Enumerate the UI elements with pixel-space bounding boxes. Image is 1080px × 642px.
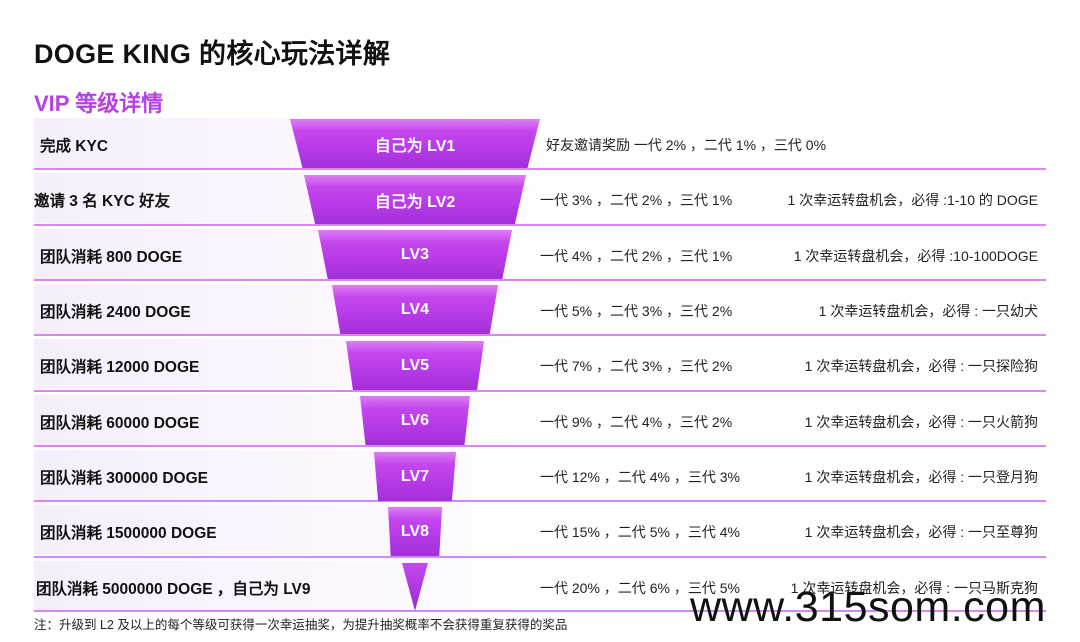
- vip-row-lv1: 完成 KYC 好友邀请奖励 一代 2% ，二代 1% ，三代 0%: [34, 118, 1046, 174]
- row-divider: [34, 334, 1046, 336]
- segment-shine: [360, 396, 470, 408]
- funnel-label: LV6: [400, 411, 430, 429]
- funnel-label: LV4: [400, 300, 430, 318]
- segment-shine: [290, 119, 540, 131]
- row-reward: 一代 9% ，二代 4% ，三代 2%: [540, 414, 733, 430]
- row-lucky-draw: 1 次幸运转盘机会，必得 : 一只火箭狗: [804, 414, 1038, 430]
- row-requirement: 团队消耗 300000 DOGE: [40, 470, 208, 487]
- vip-row-lv5: 团队消耗 12000 DOGE 一代 7% ，二代 3% ，三代 2% 1 次幸…: [34, 339, 1046, 395]
- row-divider: [34, 224, 1046, 226]
- row-requirement: 团队消耗 60000 DOGE: [40, 415, 200, 432]
- row-reward: 一代 7% ，二代 3% ，三代 2%: [540, 358, 733, 374]
- row-requirement: 团队消耗 12000 DOGE: [40, 359, 200, 376]
- row-band: [34, 561, 1046, 611]
- page-title: DOGE KING 的核心玩法详解: [34, 39, 391, 69]
- row-requirement: 邀请 3 名 KYC 好友: [34, 193, 171, 210]
- section-subtitle: VIP 等级详情: [34, 91, 164, 116]
- row-band: [34, 395, 1046, 445]
- row-lucky-draw: 1 次幸运转盘机会，必得 : 一只探险狗: [804, 358, 1038, 374]
- row-lucky-draw: 1 次幸运转盘机会，必得 :10-100DOGE: [793, 248, 1038, 264]
- vip-row-lv8: 团队消耗 1500000 DOGE 一代 15% ，二代 5% ，三代 4% 1…: [34, 505, 1046, 561]
- funnel-segment-lv8: LV8: [388, 507, 442, 556]
- watermark: www.315som.com: [690, 583, 1046, 631]
- row-requirement: 团队消耗 2400 DOGE: [40, 304, 191, 321]
- row-band: [34, 505, 1046, 555]
- vip-row-lv3: 团队消耗 800 DOGE 一代 4% ，二代 2% ，三代 1% 1 次幸运转…: [34, 229, 1046, 285]
- funnel-label: LV3: [400, 245, 430, 263]
- row-band: [34, 284, 1046, 334]
- row-requirement: 团队消耗 800 DOGE: [40, 249, 183, 266]
- vip-row-lv2: 邀请 3 名 KYC 好友 一代 3% ，二代 2% ，三代 1% 1 次幸运转…: [34, 173, 1046, 229]
- segment-shine: [388, 507, 442, 519]
- segment-shine: [318, 230, 512, 242]
- row-divider: [34, 390, 1046, 392]
- row-divider: [34, 556, 1046, 558]
- row-band: [34, 173, 1046, 223]
- funnel-label: 自己为 LV1: [374, 137, 456, 155]
- row-reward: 一代 20% ，二代 6% ，三代 5%: [540, 580, 740, 596]
- row-lucky-draw: 1 次幸运转盘机会，必得 : 一只幼犬: [818, 303, 1038, 319]
- row-divider: [34, 168, 1046, 170]
- segment-shine: [346, 341, 484, 353]
- vip-row-lv7: 团队消耗 300000 DOGE 一代 12% ，二代 4% ，三代 3% 1 …: [34, 450, 1046, 506]
- footnote: 注：升级到 L2 及以上的每个等级可获得一次幸运抽奖，为提升抽奖概率不会获得重复…: [34, 618, 568, 632]
- vip-row-lv4: 团队消耗 2400 DOGE 一代 5% ，二代 3% ，三代 2% 1 次幸运…: [34, 284, 1046, 340]
- funnel-segment-lv4: LV4: [332, 285, 498, 334]
- row-divider: [34, 445, 1046, 447]
- funnel-segment-lv3: LV3: [318, 230, 512, 279]
- funnel-label: LV8: [400, 522, 430, 540]
- row-lucky-draw: 1 次幸运转盘机会，必得 : 一只马斯克狗: [790, 580, 1038, 596]
- vip-row-lv6: 团队消耗 60000 DOGE 一代 9% ，二代 4% ，三代 2% 1 次幸…: [34, 395, 1046, 451]
- row-lucky-draw: 1 次幸运转盘机会，必得 : 一只至尊狗: [804, 524, 1038, 540]
- row-requirement: 团队消耗 5000000 DOGE ，自己为 LV9: [36, 581, 311, 598]
- row-divider: [34, 279, 1046, 281]
- funnel-label: LV7: [400, 467, 430, 485]
- funnel-segment-lv2: 自己为 LV2: [304, 175, 526, 224]
- row-reward: 好友邀请奖励 一代 2% ，二代 1% ，三代 0%: [546, 137, 827, 153]
- row-requirement: 完成 KYC: [40, 138, 109, 155]
- segment-shine: [332, 285, 498, 297]
- row-band: [34, 229, 1046, 279]
- vip-row-lv9: 团队消耗 5000000 DOGE ，自己为 LV9 一代 20% ，二代 6%…: [34, 561, 1046, 617]
- segment-shine: [304, 175, 526, 187]
- segment-shine: [374, 452, 456, 464]
- row-reward: 一代 4% ，二代 2% ，三代 1%: [540, 248, 733, 264]
- row-band: [34, 118, 1046, 168]
- row-reward: 一代 12% ，二代 4% ，三代 3%: [540, 469, 740, 485]
- row-lucky-draw: 1 次幸运转盘机会，必得 : 一只登月狗: [804, 469, 1038, 485]
- row-band: [34, 339, 1046, 389]
- row-requirement: 团队消耗 1500000 DOGE: [40, 525, 217, 542]
- row-reward: 一代 15% ，二代 5% ，三代 4%: [540, 524, 740, 540]
- funnel-segment-lv6: LV6: [360, 396, 470, 445]
- row-divider: [34, 610, 1046, 612]
- row-reward: 一代 3% ，二代 2% ，三代 1%: [540, 192, 733, 208]
- row-divider: [34, 500, 1046, 502]
- funnel-segment-lv7: LV7: [374, 452, 456, 501]
- funnel-label: 自己为 LV2: [374, 193, 456, 211]
- row-reward: 一代 5% ，二代 3% ，三代 2%: [540, 303, 733, 319]
- funnel-label: LV5: [400, 356, 430, 374]
- funnel-segment-lv5: LV5: [346, 341, 484, 390]
- row-lucky-draw: 1 次幸运转盘机会，必得 :1-10 的 DOGE: [787, 192, 1038, 208]
- funnel-segment-lv1: 自己为 LV1: [290, 119, 540, 168]
- row-band: [34, 450, 1046, 500]
